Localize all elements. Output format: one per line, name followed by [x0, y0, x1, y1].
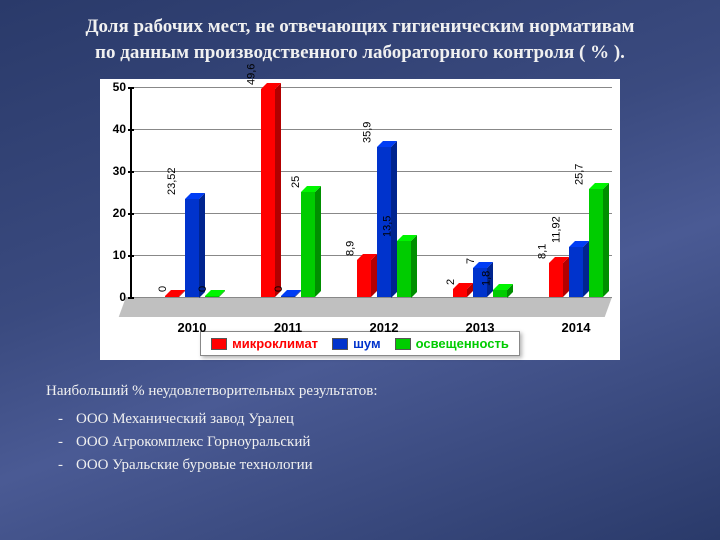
- x-tick-label: 2010: [178, 320, 207, 335]
- title-line-2: по данным производственного лабораторног…: [20, 40, 700, 66]
- bar-value-label: 25: [290, 176, 302, 188]
- legend-item: освещенность: [395, 336, 509, 351]
- bar-микроклимат: 49,6: [261, 89, 275, 297]
- notes-item: ООО Уральские буровые технологии: [46, 454, 720, 477]
- bar-value-label: 0: [273, 286, 285, 292]
- legend-swatch: [332, 338, 348, 350]
- legend-label: шум: [353, 336, 381, 351]
- y-tick-label: 40: [102, 122, 126, 136]
- bar-value-label: 23,52: [166, 167, 178, 195]
- bar-шум: 0: [281, 296, 295, 297]
- y-tick-label: 20: [102, 206, 126, 220]
- x-tick-label: 2013: [466, 320, 495, 335]
- notes-block: Наибольший % неудовлетворительных резуль…: [46, 380, 720, 477]
- plot-area: 01020304050023,520201049,602520118,935,9…: [132, 87, 612, 317]
- bar-value-label: 0: [197, 286, 209, 292]
- bar-value-label: 7: [465, 258, 477, 264]
- x-tick-label: 2012: [370, 320, 399, 335]
- bar-освещенность: 0: [205, 296, 219, 297]
- legend-swatch: [211, 338, 227, 350]
- bar-освещенность: 1,8: [493, 290, 507, 298]
- y-axis: [130, 87, 132, 297]
- bar-value-label: 1,8: [480, 270, 492, 285]
- bar-value-label: 0: [157, 286, 169, 292]
- legend-swatch: [395, 338, 411, 350]
- gridline: [132, 171, 612, 172]
- bar-освещенность: 25,7: [589, 189, 603, 297]
- legend-label: освещенность: [416, 336, 509, 351]
- y-tick-label: 50: [102, 80, 126, 94]
- bar-value-label: 8,9: [344, 241, 356, 256]
- notes-item: ООО Агрокомплекс Горноуральский: [46, 431, 720, 454]
- legend-item: шум: [332, 336, 381, 351]
- gridline: [132, 297, 612, 298]
- x-tick-label: 2011: [274, 320, 302, 335]
- y-tick-label: 0: [102, 290, 126, 304]
- chart-title: Доля рабочих мест, не отвечающих гигиени…: [0, 0, 720, 71]
- y-tick-label: 10: [102, 248, 126, 262]
- bar-value-label: 13,5: [381, 215, 393, 236]
- bar-value-label: 49,6: [245, 64, 257, 85]
- bar-шум: 23,52: [185, 199, 199, 298]
- bar-value-label: 11,92: [551, 217, 563, 244]
- notes-item: ООО Механический завод Уралец: [46, 408, 720, 431]
- notes-heading: Наибольший % неудовлетворительных резуль…: [46, 380, 720, 403]
- legend-item: микроклимат: [211, 336, 318, 351]
- title-line-1: Доля рабочих мест, не отвечающих гигиени…: [20, 14, 700, 40]
- bar-освещенность: 25: [301, 192, 315, 297]
- bar-value-label: 8,1: [536, 244, 548, 259]
- bar-шум: 11,92: [569, 247, 583, 297]
- bar-освещенность: 13,5: [397, 241, 411, 298]
- bar-value-label: 2: [445, 279, 457, 285]
- bar-микроклимат: 8,1: [549, 263, 563, 297]
- gridline: [132, 87, 612, 88]
- bar-value-label: 35,9: [361, 121, 373, 142]
- plot-floor: [119, 297, 612, 317]
- bar-value-label: 25,7: [573, 164, 585, 185]
- chart-container: 01020304050023,520201049,602520118,935,9…: [100, 79, 620, 360]
- bar-микроклимат: 0: [165, 296, 179, 297]
- bar-микроклимат: 2: [453, 289, 467, 297]
- legend-label: микроклимат: [232, 336, 318, 351]
- x-tick-label: 2014: [562, 320, 591, 335]
- y-tick-label: 30: [102, 164, 126, 178]
- bar-микроклимат: 8,9: [357, 260, 371, 297]
